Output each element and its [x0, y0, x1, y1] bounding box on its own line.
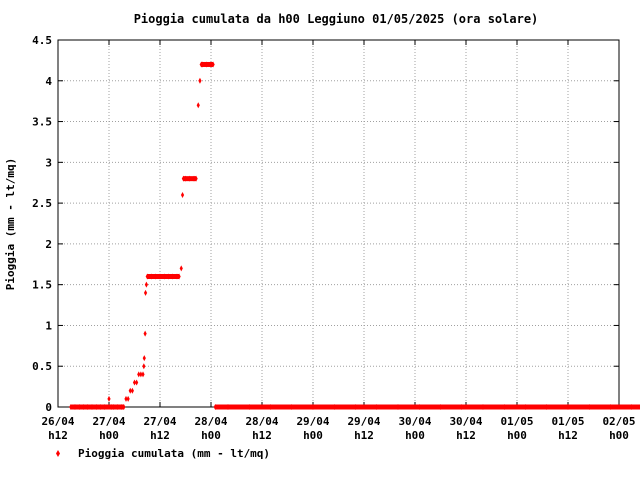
y-tick-label: 0: [45, 401, 52, 414]
x-tick-label-hour: h00: [405, 429, 425, 442]
data-point: [137, 371, 141, 378]
plot-area-frame: [57, 39, 620, 408]
data-point: [196, 102, 200, 109]
data-point: [132, 379, 137, 386]
x-tick-label-date: 01/05: [500, 415, 533, 428]
data-points: [69, 61, 640, 410]
x-tick-label-date: 02/05: [602, 415, 635, 428]
data-point: [130, 387, 134, 394]
x-tick-label-date: 27/04: [92, 415, 125, 428]
y-axis-label: Pioggia (mm - lt/mq): [4, 158, 17, 290]
x-tick-label-hour: h00: [201, 429, 221, 442]
x-tick-label-date: 28/04: [245, 415, 278, 428]
y-tick-label: 2: [45, 238, 52, 251]
x-tick-label-hour: h00: [507, 429, 527, 442]
data-point: [128, 387, 132, 394]
x-tick-label-date: 26/04: [41, 415, 74, 428]
legend: Pioggia cumulata (mm - lt/mq): [56, 447, 270, 460]
x-tick-label-date: 01/05: [551, 415, 584, 428]
y-tick-label: 4: [45, 75, 52, 88]
data-point: [142, 363, 146, 370]
x-tick-label-hour: h12: [48, 429, 68, 442]
x-tick-label-date: 29/04: [347, 415, 380, 428]
y-tick-label: 0.5: [32, 360, 52, 373]
x-tick-label-date: 27/04: [143, 415, 176, 428]
data-point: [141, 371, 145, 378]
y-tick-label: 3: [45, 156, 52, 169]
data-point: [124, 395, 128, 402]
x-tick-label-date: 28/04: [194, 415, 227, 428]
x-tick-label-hour: h00: [303, 429, 323, 442]
data-point: [139, 371, 143, 378]
x-tick-label-hour: h12: [252, 429, 272, 442]
grid: [58, 40, 619, 407]
y-tick-label: 3.5: [32, 116, 52, 129]
y-tick-label: 4.5: [32, 34, 52, 47]
y-tick-label: 1: [45, 319, 52, 332]
data-point: [179, 265, 183, 272]
x-tick-label-hour: h12: [150, 429, 170, 442]
x-tick-label-date: 29/04: [296, 415, 329, 428]
x-tick-label-hour: h12: [456, 429, 476, 442]
data-point: [107, 395, 111, 402]
data-point: [135, 379, 139, 386]
y-axis-ticks: 0 0.5 1 1.5 2 2.5 3 3.5 4 4.5: [32, 34, 619, 414]
data-point: [126, 395, 130, 402]
data-point: [198, 77, 202, 84]
x-tick-label-hour: h00: [609, 429, 629, 442]
data-point: [143, 289, 148, 296]
y-tick-label: 2.5: [32, 197, 52, 210]
x-tick-label-hour: h12: [354, 429, 374, 442]
chart-title: Pioggia cumulata da h00 Leggiuno 01/05/2…: [134, 12, 539, 26]
x-tick-label-hour: h00: [99, 429, 119, 442]
data-point: [180, 191, 185, 198]
legend-marker: [56, 450, 60, 457]
x-tick-label-date: 30/04: [398, 415, 431, 428]
legend-label: Pioggia cumulata (mm - lt/mq): [78, 447, 270, 460]
data-point: [143, 330, 147, 337]
y-tick-label: 1.5: [32, 279, 52, 292]
x-tick-label-date: 30/04: [449, 415, 482, 428]
x-axis-ticks: 26/04h1227/04h0027/04h1228/04h0028/04h12…: [41, 40, 636, 442]
data-point: [142, 355, 146, 362]
x-tick-label-hour: h12: [558, 429, 578, 442]
data-point: [144, 281, 148, 288]
